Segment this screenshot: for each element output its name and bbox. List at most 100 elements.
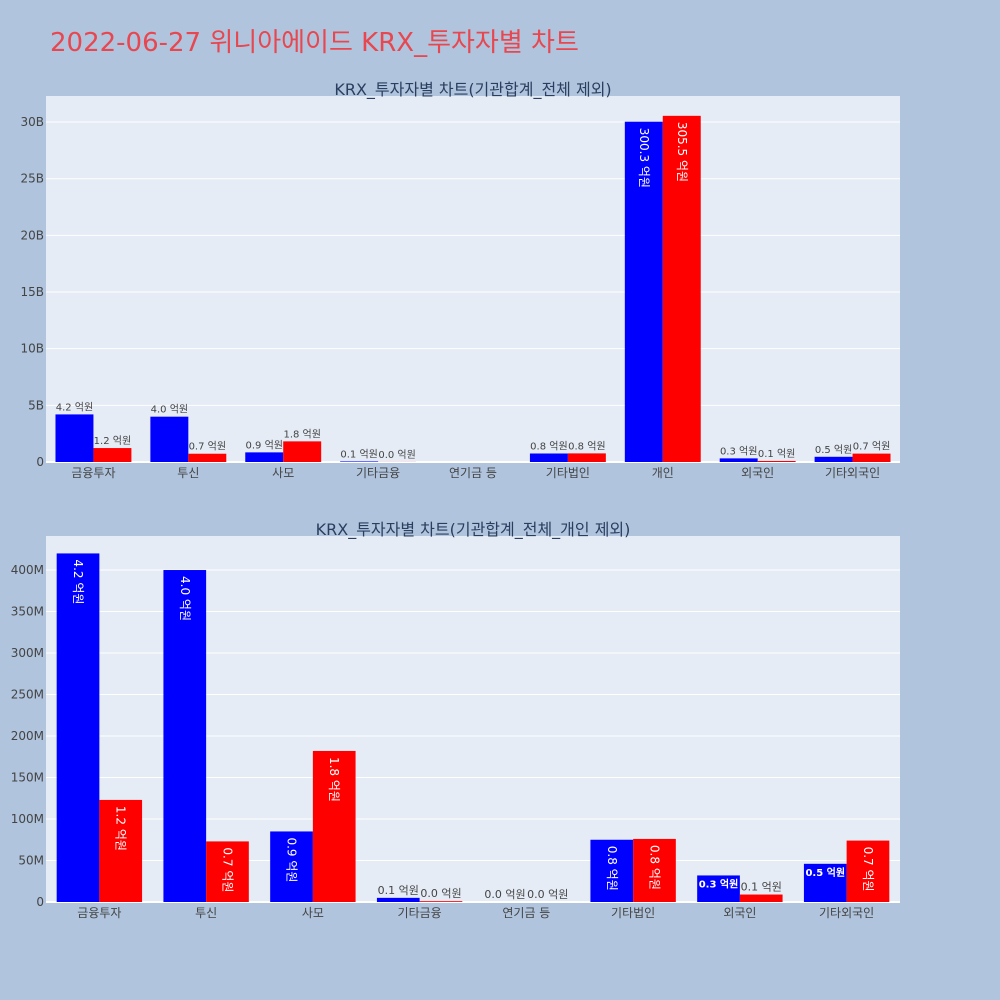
x-tick-label: 기타외국인: [825, 466, 880, 480]
y-tick-label: 0: [36, 895, 44, 909]
chart-2: 0 50M 100M 150M 200M 250M 300M 350M 400M KRX_투자자별…: [11, 520, 900, 920]
data-label: 4.0 억원: [151, 404, 188, 416]
y-tick-label: 250M: [11, 688, 44, 702]
bar: [852, 453, 891, 462]
y-tick-label: 300M: [11, 646, 44, 660]
data-label: 4.2 억원: [71, 559, 85, 604]
x-tick-label: 금융투자: [77, 906, 121, 920]
chart-title: KRX_투자자별 차트(기관합계_전체_개인 제외): [316, 520, 631, 540]
data-label: 0.1 억원: [340, 448, 377, 460]
data-label: 0.1 억원: [758, 448, 795, 460]
x-tick-label: 사모: [302, 906, 324, 920]
data-label: 0.1 억원: [741, 881, 782, 894]
bar: [590, 839, 634, 902]
y-tick-label: 50M: [18, 854, 44, 868]
data-label: 0.5 억원: [815, 444, 852, 456]
data-label: 0.8 억원: [530, 441, 567, 453]
y-tick-label: 10B: [20, 342, 44, 356]
data-label: 0.7 억원: [189, 441, 226, 453]
x-tick-label: 기타법인: [611, 906, 655, 920]
data-label: 300.3 억원: [637, 128, 651, 188]
x-tick-label: 기타법인: [546, 466, 590, 480]
y-tick-label: 25B: [20, 172, 44, 186]
bar: [624, 121, 663, 462]
bar: [312, 750, 356, 902]
data-label: 0.5 억원: [805, 866, 845, 879]
bar: [662, 115, 701, 463]
x-tick-label: 외국인: [723, 906, 756, 920]
x-tick-label: 외국인: [741, 466, 774, 480]
bar: [376, 897, 420, 902]
data-label: 0.0 억원: [484, 888, 525, 901]
y-tick-label: 100M: [11, 812, 44, 826]
y-tick-label: 150M: [11, 771, 44, 785]
x-tick-label: 기타외국인: [819, 906, 874, 920]
x-tick-label: 개인: [652, 466, 674, 480]
bar: [245, 452, 284, 462]
data-label: 1.2 억원: [114, 806, 128, 851]
data-label: 0.8 억원: [605, 846, 619, 891]
y-tick-label: 15B: [20, 285, 44, 299]
bar: [739, 894, 783, 902]
y-tick-label: 350M: [11, 605, 44, 619]
chart-1: 0 5B 10B 15B 20B 25B 30B KRX_투자자별 차트(기관합계_전체 제외…: [20, 80, 900, 480]
chart-title: KRX_투자자별 차트(기관합계_전체 제외): [334, 80, 611, 100]
data-label: 0.7 억원: [861, 847, 875, 892]
y-tick-label: 5B: [28, 398, 44, 412]
x-tick-label: 기타금융: [398, 906, 442, 920]
y-tick-label: 400M: [11, 563, 44, 577]
data-label: 0.7 억원: [220, 847, 234, 892]
bar: [150, 416, 189, 462]
bar: [283, 441, 322, 462]
y-tick-label: 0: [36, 455, 44, 469]
data-label: 1.2 억원: [94, 435, 131, 447]
data-label: 0.1 억원: [378, 884, 419, 897]
bar: [814, 456, 853, 462]
bar: [206, 841, 249, 902]
x-tick-label: 연기금 등: [449, 466, 497, 480]
bar: [188, 453, 227, 462]
data-label: 0.9 억원: [246, 439, 283, 451]
bar: [529, 453, 568, 462]
bar: [56, 553, 100, 902]
data-label: 0.8 억원: [647, 845, 661, 890]
x-tick-label: 사모: [272, 466, 294, 480]
data-label: 305.5 억원: [675, 122, 689, 182]
bar: [270, 831, 313, 902]
bar: [163, 570, 207, 902]
bar: [567, 453, 606, 462]
bar: [93, 448, 132, 462]
x-tick-label: 투신: [177, 466, 199, 480]
y-tick-label: 20B: [20, 228, 44, 242]
y-tick-label: 200M: [11, 729, 44, 743]
data-label: 4.2 억원: [56, 401, 93, 413]
bar: [340, 461, 379, 462]
data-label: 0.3 억원: [720, 445, 757, 457]
x-tick-label: 금융투자: [71, 466, 115, 480]
bar: [846, 840, 890, 902]
data-label: 0.7 억원: [853, 441, 890, 453]
page-title: 2022-06-27 위니아에이드 KRX_투자자별 차트: [50, 28, 579, 58]
data-label: 0.0 억원: [420, 887, 461, 900]
data-label: 0.8 억원: [568, 440, 605, 452]
bar: [803, 863, 847, 902]
data-label: 1.8 억원: [283, 428, 320, 440]
x-tick-label: 연기금 등: [502, 906, 550, 920]
plot-area: [46, 96, 900, 462]
data-label: 1.8 억원: [327, 757, 341, 802]
bar: [633, 838, 676, 902]
data-label: 4.0 억원: [178, 576, 192, 621]
data-label: 0.0 억원: [527, 888, 568, 901]
data-label: 0.9 억원: [285, 837, 299, 882]
x-tick-label: 투신: [195, 906, 217, 920]
data-label: 0.3 억원: [699, 877, 739, 890]
bar: [757, 460, 796, 462]
bar: [99, 799, 143, 902]
data-label: 0.0 억원: [378, 449, 415, 461]
y-tick-label: 30B: [20, 115, 44, 129]
bar: [55, 414, 94, 462]
bar: [719, 458, 758, 462]
bar: [697, 875, 740, 902]
bar: [419, 901, 463, 902]
